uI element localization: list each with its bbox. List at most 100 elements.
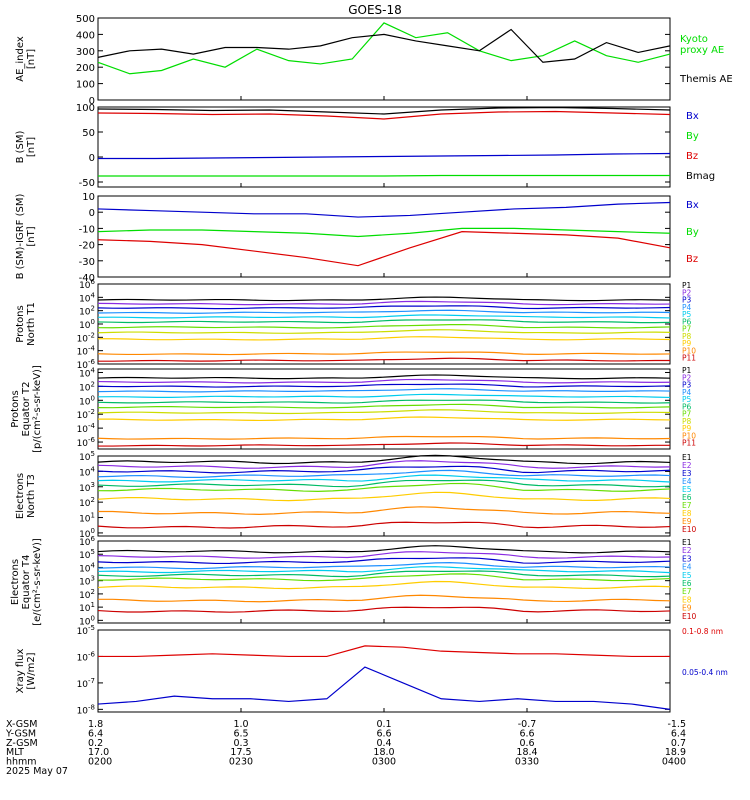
series-line-p11 [97, 442, 671, 447]
y-tick-label: 102 [79, 588, 95, 601]
series-line-p6 [97, 399, 671, 404]
legend-label: P6 [682, 402, 692, 411]
y-tick-label: 0 [89, 96, 95, 107]
footer-value: -0.7 [518, 719, 537, 730]
y-tick-label: 106 [79, 535, 95, 548]
legend-label: E2 [682, 546, 692, 555]
series-line-p4 [97, 388, 671, 393]
series-line-p10 [97, 351, 671, 356]
legend-label: P9 [682, 424, 692, 433]
y-tick-label: 10-6 [77, 358, 96, 371]
series-line-e1 [97, 454, 671, 465]
series-line-e2 [97, 460, 671, 469]
series-line-e9 [97, 594, 671, 603]
legend-label: E8 [682, 595, 692, 604]
y-tick-label: -10 [79, 224, 95, 235]
legend-label: P1 [682, 366, 692, 375]
legend-label: Bx [686, 200, 699, 211]
legend-label: Bmag [686, 171, 715, 182]
series-line-e2 [97, 551, 671, 559]
series-line-p5 [97, 314, 671, 319]
series-line-e3 [97, 465, 671, 474]
y-tick-label: 106 [79, 278, 95, 291]
legend-label: Bz [686, 151, 698, 162]
y-tick-label: 105 [79, 450, 95, 463]
legend-label: P2 [682, 288, 692, 297]
footer-value: 0200 [88, 757, 112, 768]
series-line-themis-ae [97, 28, 671, 63]
legend-label: E3 [682, 554, 692, 563]
series-line-e3 [97, 557, 671, 565]
series-line-e6 [97, 479, 671, 488]
y-tick-label: 102 [79, 305, 95, 318]
y-tick-label: 101 [79, 512, 95, 525]
legend-label: By [686, 227, 699, 238]
y-tick-label: 300 [76, 47, 95, 58]
footer-value: 6.4 [671, 728, 686, 739]
legend-label: P10 [682, 346, 696, 355]
legend-label: P5 [682, 395, 692, 404]
y-axis-label: ProtonsEquator T2[p/(cm²-s-sr-keV)] [10, 365, 43, 453]
y-tick-label: 103 [79, 575, 95, 588]
y-tick-label: 0 [89, 153, 95, 164]
panel-2: 100 50 0 -50 B (SM)[nT] Bx By Bz Bmag [15, 103, 715, 189]
y-tick-label: 102 [79, 496, 95, 509]
series-line-p5 [97, 393, 671, 399]
series-line-p8 [97, 409, 671, 415]
y-tick-label: 104 [79, 291, 95, 304]
series-line-bz [97, 231, 671, 267]
y-tick-label: 10-2 [77, 408, 95, 421]
y-axis-label: ElectronsEquator T4[e/(cm²-s-sr-keV)] [10, 538, 43, 626]
legend-label: 0.05-0.4 nm [682, 668, 728, 677]
y-axis-label: ProtonsNorth T1 [15, 302, 37, 346]
footer-value: 0.4 [376, 738, 391, 749]
y-tick-label: 100 [76, 80, 95, 91]
series-line-bx [98, 152, 671, 160]
y-tick-label: -50 [79, 178, 95, 189]
series-line-e7 [97, 573, 671, 582]
footer-row-label: MLT [6, 747, 24, 758]
legend-label: E9 [682, 604, 692, 613]
y-tick-label: 104 [79, 366, 95, 379]
series-line-e10 [97, 606, 671, 613]
legend-label: P3 [682, 296, 692, 305]
legend-label: E6 [682, 579, 692, 588]
series-line-e4 [97, 469, 671, 479]
y-tick-label: 103 [79, 481, 95, 494]
y-tick-label: 100 [79, 614, 95, 627]
footer-value: 18.4 [516, 747, 537, 758]
legend-label: P4 [682, 388, 692, 397]
y-tick-label: 100 [76, 103, 95, 114]
legend-label: E10 [682, 612, 697, 621]
legend-label: By [686, 131, 699, 142]
footer-value: 17.0 [88, 747, 109, 758]
legend-label: E4 [682, 477, 692, 486]
legend-label: 0.1-0.8 nm [682, 627, 723, 636]
legend-label: E9 [682, 517, 692, 526]
y-axis-label: ElectronsNorth T3 [15, 473, 37, 519]
series-line-e6 [97, 570, 671, 578]
legend-label: E10 [682, 525, 697, 534]
footer-value: -1.5 [667, 719, 686, 730]
legend-label: E8 [682, 509, 692, 518]
legend-label: E7 [682, 587, 692, 596]
y-tick-label: -20 [79, 241, 95, 252]
y-tick-label: -40 [79, 273, 95, 284]
y-tick-label: 0 [89, 208, 95, 219]
y-tick-label: 104 [79, 561, 95, 574]
series-line-bmag [97, 106, 671, 115]
footer-value: 0300 [372, 757, 396, 768]
footer-row-label: X-GSM [6, 719, 37, 730]
y-tick-label: 10-2 [77, 331, 95, 344]
series-line-p10 [97, 435, 671, 440]
series-line-e4 [97, 562, 671, 570]
y-tick-label: 500 [76, 14, 95, 25]
footer-value: 18.0 [373, 747, 394, 758]
